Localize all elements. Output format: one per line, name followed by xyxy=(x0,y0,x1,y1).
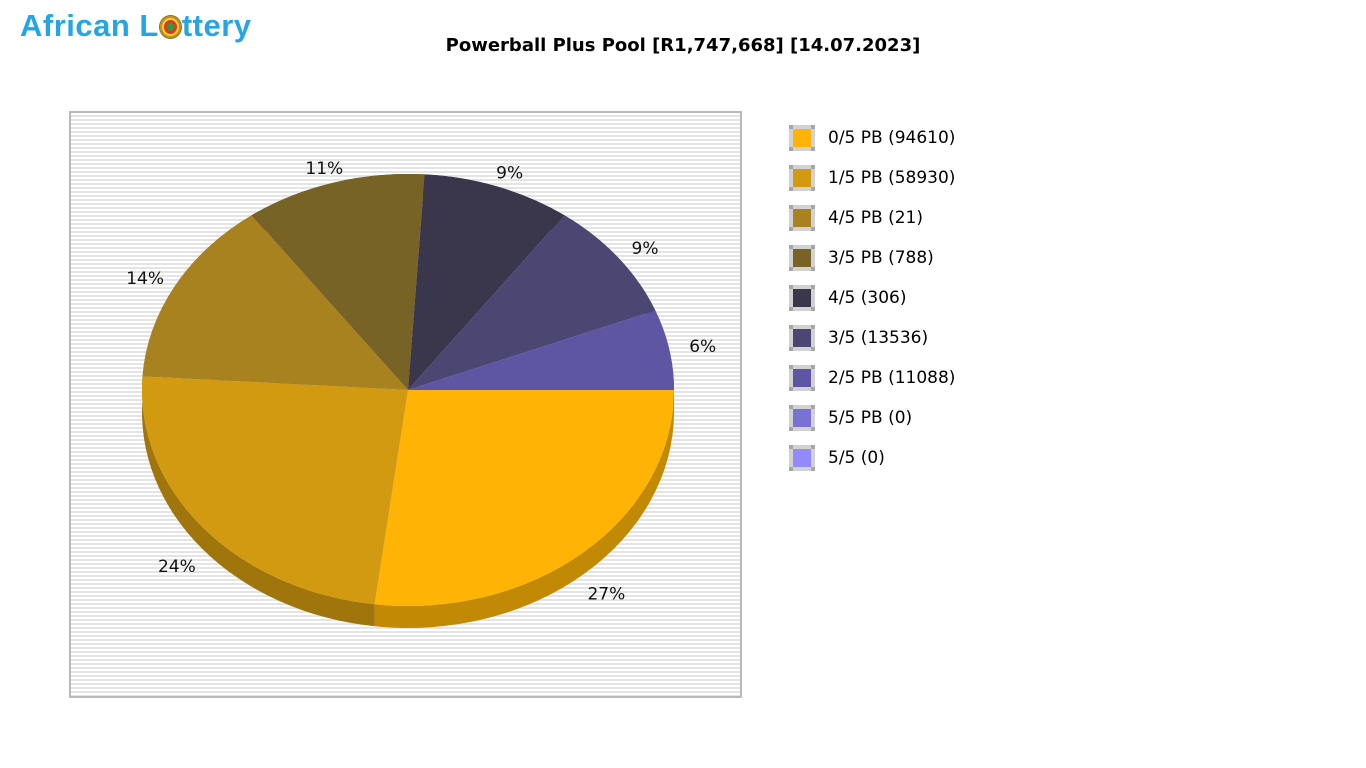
lottery-ball-icon xyxy=(159,16,181,38)
legend-label: 1/5 PB (58930) xyxy=(828,168,956,188)
pie-percent-label: 9% xyxy=(632,239,659,259)
logo-text-right: ttery xyxy=(181,8,252,43)
legend: 0/5 PB (94610) 1/5 PB (58930) 4/5 PB (21) 3… xyxy=(789,125,955,485)
legend-item: 2/5 PB (11088) xyxy=(789,365,955,391)
legend-swatch xyxy=(789,325,815,351)
legend-item: 3/5 PB (788) xyxy=(789,245,955,271)
pie-percent-label: 9% xyxy=(496,164,523,184)
site-logo[interactable]: African L ttery xyxy=(20,8,252,44)
pie-slice-2-5-pb xyxy=(408,310,674,390)
pie-slice-0-5-pb xyxy=(374,390,674,606)
legend-label: 3/5 PB (788) xyxy=(828,248,934,268)
legend-item: 3/5 (13536) xyxy=(789,325,955,351)
pie-slice-3-5 xyxy=(408,215,656,390)
legend-label: 5/5 PB (0) xyxy=(828,408,913,428)
pie-percent-label: 14% xyxy=(126,269,164,289)
pie-slice-3-5-pb xyxy=(251,174,425,390)
legend-label: 4/5 (306) xyxy=(828,288,907,308)
chart-title: Powerball Plus Pool [R1,747,668] [14.07.… xyxy=(445,35,921,56)
legend-item: 0/5 PB (94610) xyxy=(789,125,955,151)
legend-label: 2/5 PB (11088) xyxy=(828,368,956,388)
legend-swatch xyxy=(789,285,815,311)
legend-label: 5/5 (0) xyxy=(828,448,885,468)
legend-swatch xyxy=(789,125,815,151)
legend-item: 5/5 (0) xyxy=(789,445,955,471)
pie-percent-label: 11% xyxy=(305,159,343,179)
legend-item: 5/5 PB (0) xyxy=(789,405,955,431)
pie-slice-4-5-pb xyxy=(142,215,408,390)
legend-swatch xyxy=(789,205,815,231)
legend-label: 0/5 PB (94610) xyxy=(828,128,956,148)
logo-text-left: African L xyxy=(20,8,159,43)
chart-panel: 27% 24% 14% 11% 9% 9% 6% xyxy=(69,111,742,698)
legend-item: 4/5 (306) xyxy=(789,285,955,311)
pie-percent-label: 27% xyxy=(587,584,625,604)
legend-item: 1/5 PB (58930) xyxy=(789,165,955,191)
pie-slice-side-1-5-pb xyxy=(142,376,375,627)
pie-slice-4-5 xyxy=(408,174,565,390)
legend-swatch xyxy=(789,245,815,271)
pie-percent-label: 24% xyxy=(158,557,196,577)
pie-chart: 27% 24% 14% 11% 9% 9% 6% xyxy=(126,159,716,628)
pie-slice-1-5-pb xyxy=(142,376,408,605)
legend-swatch xyxy=(789,445,815,471)
legend-item: 4/5 PB (21) xyxy=(789,205,955,231)
legend-swatch xyxy=(789,405,815,431)
legend-label: 3/5 (13536) xyxy=(828,328,929,348)
legend-swatch xyxy=(789,165,815,191)
legend-swatch xyxy=(789,365,815,391)
legend-label: 4/5 PB (21) xyxy=(828,208,923,228)
pie-percent-label: 6% xyxy=(689,337,716,357)
